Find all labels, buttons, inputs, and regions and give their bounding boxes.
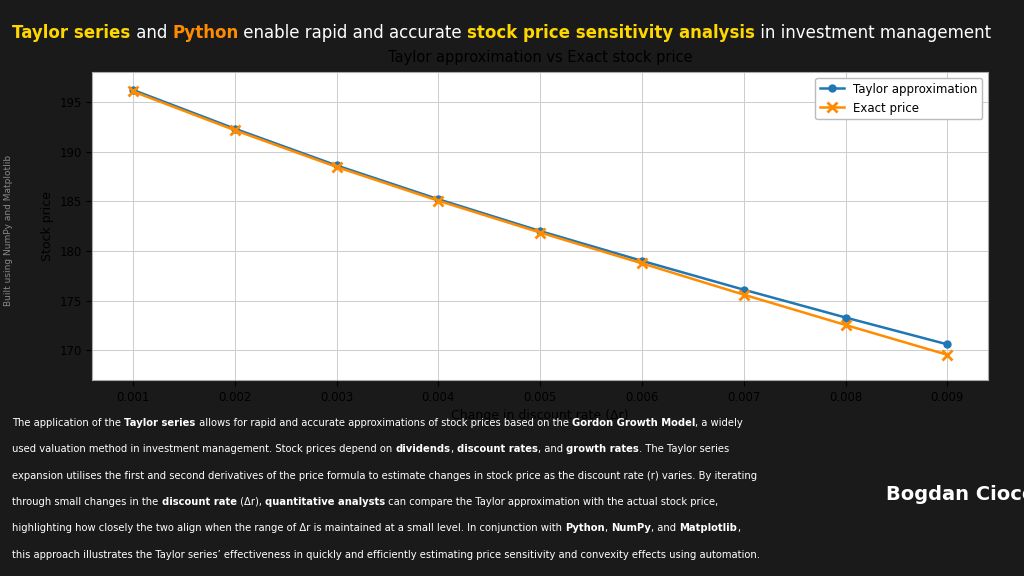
Exact price — [535, 229, 547, 236]
Text: Gordon Growth Model: Gordon Growth Model — [571, 418, 695, 428]
Exact price — [432, 197, 444, 204]
Taylor approximation — [941, 341, 953, 348]
Exact price — [941, 351, 953, 358]
Text: growth rates: growth rates — [566, 444, 639, 454]
Taylor approximation — [228, 125, 241, 132]
Text: Built using NumPy and Matplotlib: Built using NumPy and Matplotlib — [4, 155, 12, 306]
Line: Taylor approximation: Taylor approximation — [129, 86, 951, 348]
Text: dividends: dividends — [395, 444, 451, 454]
Text: this approach illustrates the Taylor series’ effectiveness in quickly and effici: this approach illustrates the Taylor ser… — [12, 550, 760, 560]
Text: highlighting how closely the two align when the range of Δr is maintained at a s: highlighting how closely the two align w… — [12, 524, 565, 533]
Taylor approximation — [840, 314, 852, 321]
Taylor approximation — [535, 228, 547, 234]
Text: Python: Python — [172, 24, 239, 42]
Text: in investment management: in investment management — [755, 24, 991, 42]
Text: stock price sensitivity analysis: stock price sensitivity analysis — [467, 24, 755, 42]
Text: Bogdan Ciocoiu: Bogdan Ciocoiu — [886, 485, 1024, 504]
Text: , and: , and — [538, 444, 566, 454]
Text: allows for rapid and accurate approximations of stock prices based on the: allows for rapid and accurate approximat… — [196, 418, 571, 428]
Exact price — [331, 164, 343, 170]
Exact price — [127, 88, 139, 95]
Text: ,: , — [451, 444, 457, 454]
Text: (Δr),: (Δr), — [237, 497, 265, 507]
Exact price — [636, 260, 648, 267]
Y-axis label: Stock price: Stock price — [41, 191, 54, 261]
Text: discount rate: discount rate — [162, 497, 237, 507]
Text: , and: , and — [651, 524, 679, 533]
Exact price — [840, 321, 852, 328]
Text: Taylor series: Taylor series — [124, 418, 196, 428]
X-axis label: Change in discount rate (Δr): Change in discount rate (Δr) — [452, 409, 629, 422]
Text: The application of the: The application of the — [12, 418, 124, 428]
Text: used valuation method in investment management. Stock prices depend on: used valuation method in investment mana… — [12, 444, 395, 454]
Text: discount rates: discount rates — [457, 444, 538, 454]
Text: can compare the Taylor approximation with the actual stock price,: can compare the Taylor approximation wit… — [385, 497, 718, 507]
Title: Taylor approximation vs Exact stock price: Taylor approximation vs Exact stock pric… — [388, 50, 692, 65]
Text: ,: , — [737, 524, 740, 533]
Legend: Taylor approximation, Exact price: Taylor approximation, Exact price — [815, 78, 982, 119]
Exact price — [737, 291, 750, 298]
Taylor approximation — [737, 286, 750, 293]
Text: expansion utilises the first and second derivatives of the price formula to esti: expansion utilises the first and second … — [12, 471, 758, 480]
Taylor approximation — [636, 257, 648, 264]
Line: Exact price: Exact price — [128, 86, 952, 359]
Text: quantitative analysts: quantitative analysts — [265, 497, 385, 507]
Text: Python: Python — [565, 524, 605, 533]
Taylor approximation — [432, 196, 444, 203]
Taylor approximation — [127, 86, 139, 93]
Text: and: and — [130, 24, 172, 42]
Text: Matplotlib: Matplotlib — [679, 524, 737, 533]
Text: ,: , — [605, 524, 611, 533]
Text: enable rapid and accurate: enable rapid and accurate — [239, 24, 467, 42]
Text: . The Taylor series: . The Taylor series — [639, 444, 729, 454]
Text: NumPy: NumPy — [611, 524, 651, 533]
Taylor approximation — [331, 162, 343, 169]
Text: through small changes in the: through small changes in the — [12, 497, 162, 507]
Exact price — [228, 127, 241, 134]
Text: , a widely: , a widely — [695, 418, 743, 428]
Text: Taylor series: Taylor series — [12, 24, 130, 42]
